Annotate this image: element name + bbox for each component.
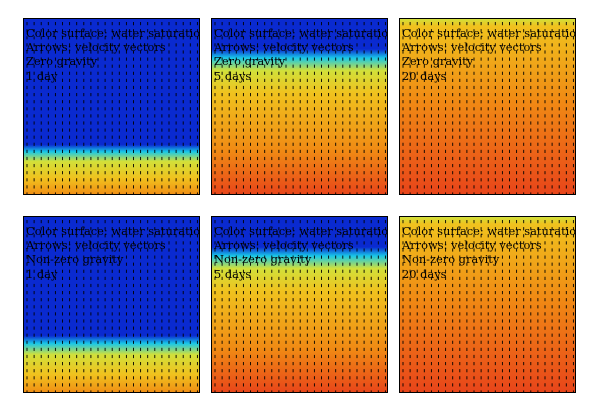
saturation-field <box>212 19 387 194</box>
panel-non-zero-gravity-20-days: Color surface: water saturation Arrows: … <box>399 216 576 393</box>
saturation-field <box>24 19 199 194</box>
velocity-arrows <box>26 220 198 392</box>
panel-non-zero-gravity-1-day: Color surface: water saturation Arrows: … <box>23 216 200 393</box>
saturation-surface <box>400 19 575 194</box>
saturation-field <box>400 217 575 392</box>
panel-zero-gravity-1-day: Color surface: water saturation Arrows: … <box>23 18 200 195</box>
panel-zero-gravity-5-days: Color surface: water saturation Arrows: … <box>211 18 388 195</box>
velocity-arrows <box>26 22 198 194</box>
saturation-field <box>400 19 575 194</box>
panel-zero-gravity-20-days: Color surface: water saturation Arrows: … <box>399 18 576 195</box>
saturation-field <box>212 217 387 392</box>
velocity-arrows <box>214 22 386 194</box>
velocity-arrows <box>214 220 386 392</box>
saturation-surface <box>400 217 575 392</box>
saturation-surface <box>24 217 199 392</box>
velocity-arrows <box>402 220 574 392</box>
saturation-surface <box>24 19 199 194</box>
velocity-arrows <box>402 22 574 194</box>
saturation-surface <box>212 19 387 194</box>
saturation-field <box>24 217 199 392</box>
saturation-surface <box>212 217 387 392</box>
panel-non-zero-gravity-5-days: Color surface: water saturation Arrows: … <box>211 216 388 393</box>
